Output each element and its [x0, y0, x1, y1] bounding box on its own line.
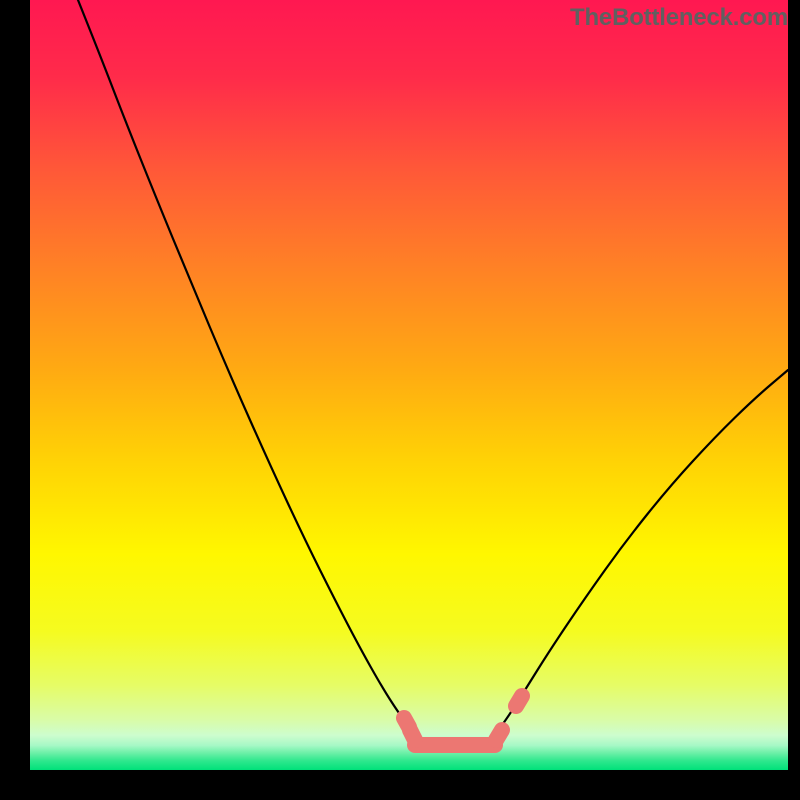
plot-area: [30, 0, 788, 770]
frame-right: [788, 0, 800, 800]
gradient-background: [30, 0, 788, 770]
scatter-lump-left-1: [410, 730, 415, 740]
scatter-lump-right-1: [516, 696, 522, 706]
watermark-text: TheBottleneck.com: [570, 4, 788, 32]
frame-left: [0, 0, 30, 800]
scatter-lump-right-0: [496, 730, 502, 740]
frame-bottom: [0, 770, 800, 800]
chart-svg: [30, 0, 788, 770]
